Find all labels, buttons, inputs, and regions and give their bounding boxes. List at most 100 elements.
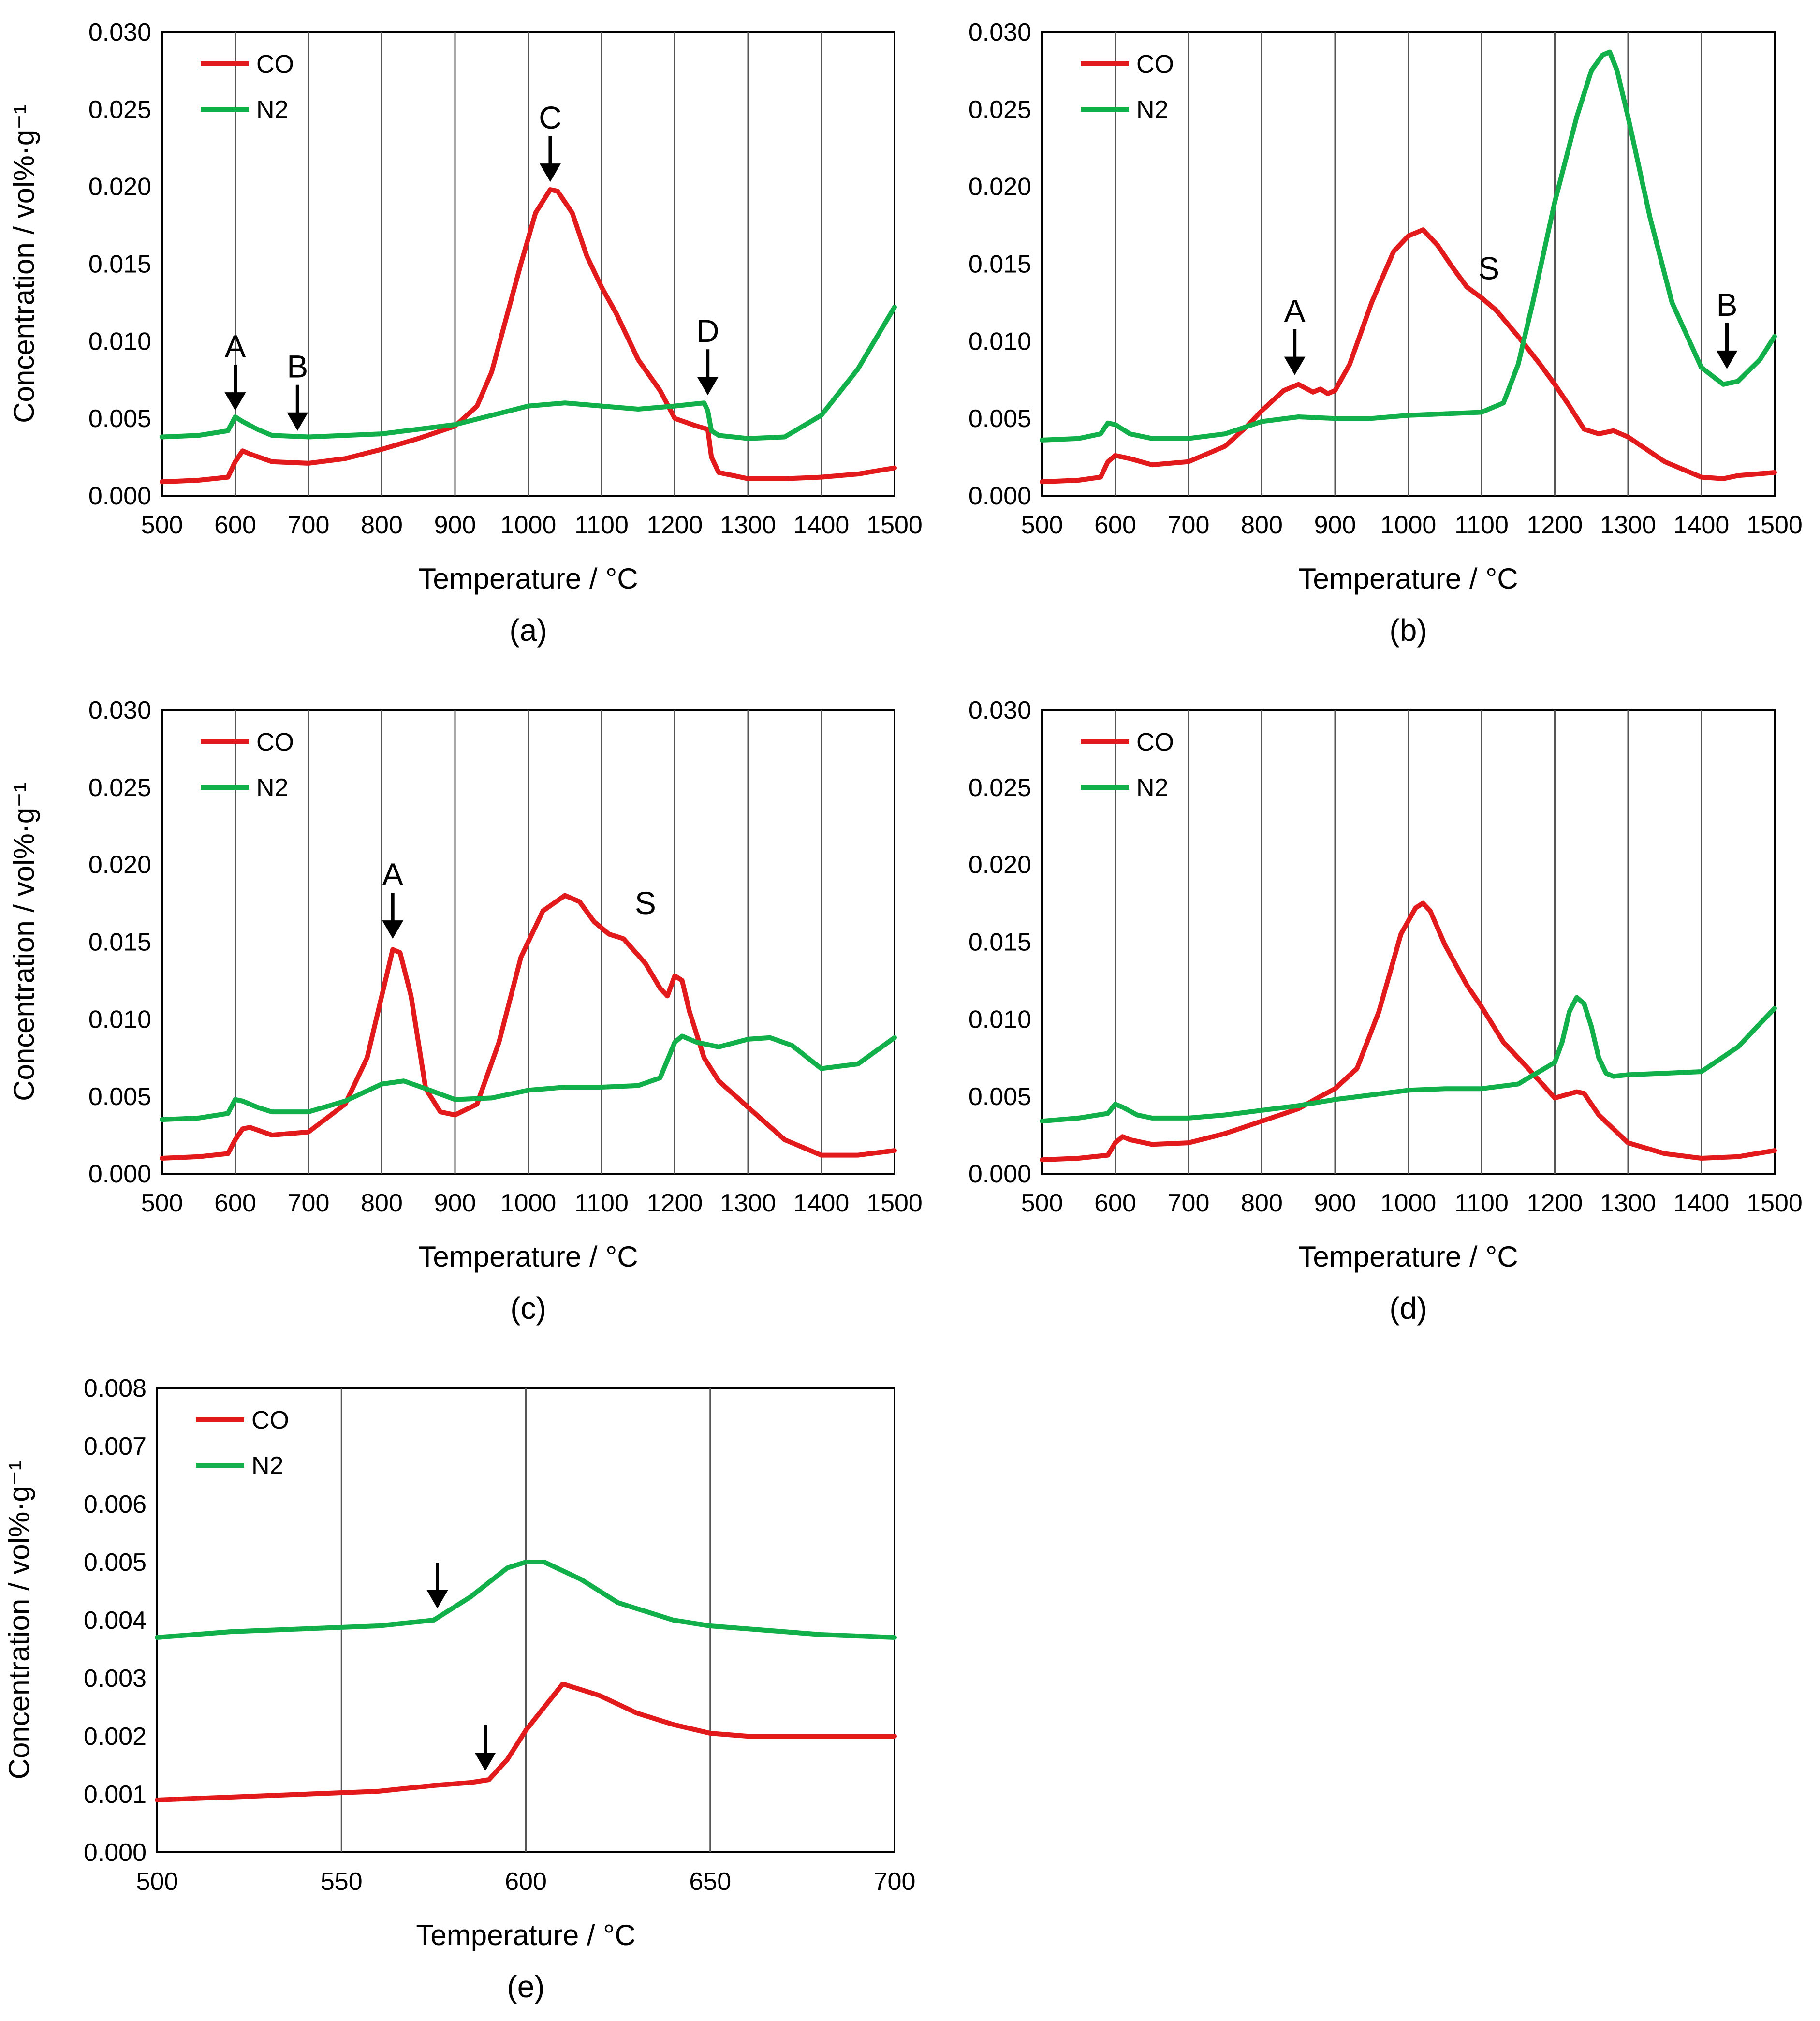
x-tick-label: 1400 <box>1673 511 1730 539</box>
y-tick-label: 0.030 <box>969 18 1031 46</box>
x-tick-label: 600 <box>1094 1189 1136 1217</box>
annotation-label: A <box>224 328 246 364</box>
series-line-co <box>1040 227 1777 485</box>
x-tick-label: 1300 <box>720 511 776 539</box>
y-tick-label: 0.005 <box>84 1549 147 1577</box>
x-tick-label: 1500 <box>1747 511 1803 539</box>
y-tick-label: 0.007 <box>84 1432 147 1460</box>
x-tick-label: 1100 <box>574 1189 629 1217</box>
x-tick-label: 1400 <box>793 1189 850 1217</box>
series-line-co <box>155 1682 897 1802</box>
x-tick-label: 900 <box>1314 511 1356 539</box>
y-tick-label: 0.005 <box>88 1083 151 1111</box>
annotation-label: B <box>287 349 308 384</box>
series-line-co <box>1040 900 1777 1163</box>
x-tick-label: 1300 <box>1600 1189 1656 1217</box>
x-tick-label: 1500 <box>866 511 923 539</box>
x-tick-label: 500 <box>141 511 183 539</box>
annotation-arrow-head <box>426 1590 448 1608</box>
annotation-text: S <box>1478 250 1499 286</box>
legend-label: N2 <box>251 1452 283 1480</box>
x-tick-label: 700 <box>1168 1189 1210 1217</box>
x-tick-label: 1400 <box>793 511 850 539</box>
y-tick-label: 0.001 <box>84 1781 147 1809</box>
x-axis-title: Temperature / °C <box>418 562 638 595</box>
y-tick-label: 0.020 <box>969 173 1031 201</box>
x-tick-label: 1300 <box>720 1189 776 1217</box>
y-tick-label: 0.008 <box>84 1374 147 1402</box>
x-tick-label: 1300 <box>1600 511 1656 539</box>
annotation-label: A <box>1284 293 1306 329</box>
annotation-arrow-head <box>1716 350 1738 369</box>
chart-panel: 500 600 700 800 900 1000 1100 1200 1300 1400 1500 0… <box>8 18 923 648</box>
x-tick-label: 1000 <box>500 511 557 539</box>
x-tick-label: 1100 <box>1454 511 1509 539</box>
y-tick-label: 0.003 <box>84 1665 147 1693</box>
x-tick-label: 500 <box>1021 1189 1063 1217</box>
x-tick-label: 1200 <box>1527 1189 1583 1217</box>
legend-label: N2 <box>256 96 288 124</box>
panel-label: (e) <box>507 1969 544 2004</box>
annotation-arrow-head <box>1284 356 1306 375</box>
y-tick-label: 0.020 <box>88 851 151 879</box>
y-tick-label: 0.025 <box>969 774 1031 802</box>
legend-label: CO <box>251 1406 289 1434</box>
series-line-n2 <box>1040 49 1777 443</box>
x-tick-label: 700 <box>1168 511 1210 539</box>
y-tick-label: 0.015 <box>969 251 1031 279</box>
x-tick-label: 500 <box>1021 511 1063 539</box>
x-tick-label: 1000 <box>1380 511 1437 539</box>
chart-panel: 500 600 700 800 900 1000 1100 1200 1300 1400 1500 0… <box>969 18 1803 648</box>
x-axis-title: Temperature / °C <box>416 1919 635 1951</box>
x-tick-label: 650 <box>689 1868 731 1896</box>
y-tick-label: 0.000 <box>88 1160 151 1188</box>
x-tick-label: 700 <box>288 1189 330 1217</box>
legend-label: CO <box>256 728 294 756</box>
x-tick-label: 600 <box>1094 511 1136 539</box>
x-tick-label: 900 <box>434 511 476 539</box>
x-tick-label: 500 <box>141 1189 183 1217</box>
y-tick-label: 0.010 <box>88 1005 151 1033</box>
y-tick-label: 0.000 <box>88 482 151 510</box>
y-axis-title: Concentration / vol%·g⁻¹ <box>8 782 40 1101</box>
x-tick-label: 1200 <box>647 1189 703 1217</box>
annotation-label: B <box>1717 287 1738 323</box>
y-axis-title: Concentration / vol%·g⁻¹ <box>3 1461 35 1780</box>
chart-panel: 500 600 700 800 900 1000 1100 1200 1300 1400 1500 0… <box>8 696 923 1326</box>
y-tick-label: 0.005 <box>88 405 151 433</box>
annotation-label: A <box>382 856 403 892</box>
legend-label: N2 <box>1136 774 1168 802</box>
y-tick-label: 0.025 <box>88 96 151 124</box>
x-tick-label: 1400 <box>1673 1189 1730 1217</box>
x-tick-label: 1500 <box>866 1189 923 1217</box>
series-line-n2 <box>1040 995 1777 1124</box>
chart-panel: 500 600 700 800 900 1000 1100 1200 1300 1400 1500 0… <box>969 696 1803 1326</box>
y-tick-label: 0.025 <box>88 774 151 802</box>
y-axis-title: Concentration / vol%·g⁻¹ <box>8 104 40 423</box>
y-tick-label: 0.000 <box>969 482 1031 510</box>
panel-label: (d) <box>1389 1291 1427 1326</box>
y-tick-label: 0.015 <box>969 929 1031 957</box>
chart-panel: 500 550 600 650 700 0.000 0.001 0.002 0.003 0.004… <box>3 1374 915 2004</box>
y-tick-label: 0.006 <box>84 1490 147 1519</box>
y-tick-label: 0.020 <box>969 851 1031 879</box>
annotation-label: D <box>696 313 719 349</box>
x-tick-label: 1200 <box>1527 511 1583 539</box>
x-axis-title: Temperature / °C <box>1298 1240 1518 1273</box>
y-tick-label: 0.004 <box>84 1607 147 1635</box>
y-tick-label: 0.010 <box>88 327 151 355</box>
y-tick-label: 0.015 <box>88 251 151 279</box>
x-tick-label: 1000 <box>500 1189 557 1217</box>
y-tick-label: 0.002 <box>84 1723 147 1751</box>
x-tick-label: 700 <box>874 1868 916 1896</box>
x-tick-label: 1200 <box>647 511 703 539</box>
series-line-n2 <box>160 1033 897 1122</box>
y-tick-label: 0.000 <box>84 1839 147 1867</box>
series-line-co <box>160 187 897 485</box>
annotation-arrow-head <box>474 1753 496 1771</box>
panel-label: (a) <box>509 613 547 648</box>
x-tick-label: 800 <box>361 1189 403 1217</box>
annotation-arrow-head <box>382 920 404 939</box>
legend-label: CO <box>256 50 294 78</box>
x-tick-label: 900 <box>1314 1189 1356 1217</box>
